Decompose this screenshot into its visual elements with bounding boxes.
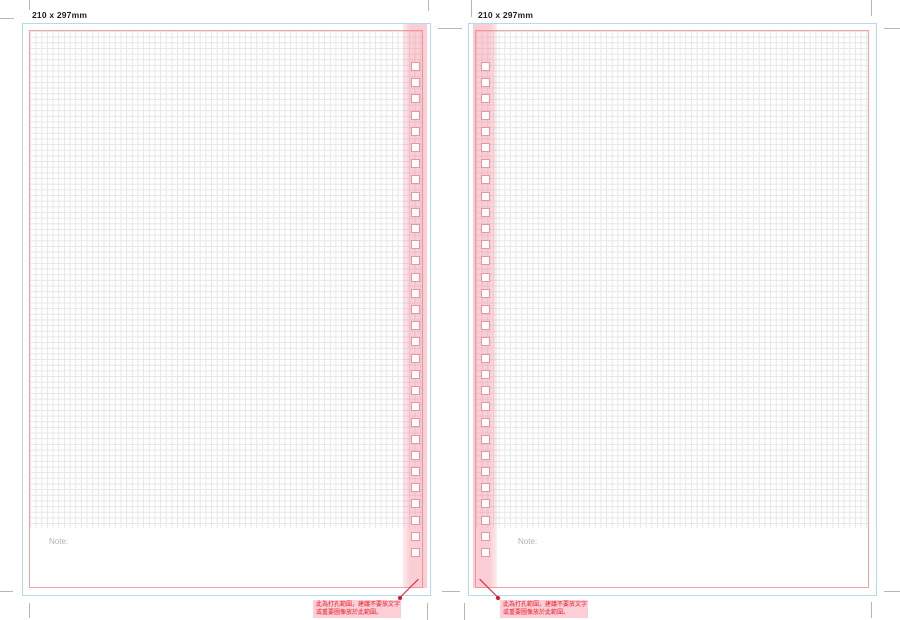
punch-hole <box>480 305 490 314</box>
punch-hole <box>410 159 420 169</box>
punch-hole <box>480 240 490 250</box>
crop-mark <box>884 28 900 29</box>
punch-hole <box>480 434 490 444</box>
punch-hole <box>480 483 490 493</box>
crop-mark <box>884 591 900 592</box>
punch-hole <box>480 175 490 185</box>
callout-text-line1: 此為打孔範圍，建議不要放文字 <box>503 602 588 608</box>
callout-text-line1: 此為打孔範圍，建議不要放文字 <box>316 602 401 608</box>
callout-text-line2: 或重要圖像放於此範圍。 <box>316 609 383 616</box>
page-size-label-right: 210 x 297mm <box>478 10 534 20</box>
crop-mark <box>471 0 472 17</box>
punch-hole <box>410 256 420 266</box>
note-label: Note: <box>518 537 538 546</box>
punch-hole <box>410 337 420 347</box>
punch-hole <box>410 272 420 282</box>
punch-hole <box>410 434 420 444</box>
punch-hole <box>410 110 420 120</box>
punch-hole <box>480 288 490 298</box>
callout-leader-dot <box>496 596 500 600</box>
punch-hole <box>410 386 420 395</box>
punch-area-callout-right: 此為打孔範圍，建議不要放文字 或重要圖像放於此範圍。 <box>500 600 588 618</box>
punch-hole <box>410 369 420 379</box>
punch-hole <box>480 94 490 104</box>
punch-area-callout-left: 此為打孔範圍，建議不要放文字 或重要圖像放於此範圍。 <box>313 600 401 618</box>
note-label: Note: <box>49 537 69 546</box>
punch-hole <box>480 78 490 88</box>
punch-hole <box>410 126 420 136</box>
punch-hole <box>410 321 420 331</box>
punch-hole <box>410 207 420 217</box>
punch-hole <box>480 418 490 428</box>
punch-hole <box>410 240 420 250</box>
punch-hole <box>410 450 420 460</box>
punch-hole <box>480 207 490 217</box>
page-size-label-left: 210 x 297mm <box>32 10 88 20</box>
punch-hole <box>410 305 420 314</box>
crop-mark <box>428 0 429 11</box>
punch-hole <box>410 78 420 88</box>
punch-hole <box>410 531 420 541</box>
grid-area <box>476 31 868 528</box>
note-area: Note: <box>30 528 422 587</box>
punch-hole <box>410 191 420 201</box>
punch-hole-strip <box>473 24 497 588</box>
crop-mark <box>871 0 872 16</box>
punch-hole <box>410 175 420 185</box>
punch-hole <box>480 369 490 379</box>
punch-hole <box>410 353 420 363</box>
punch-hole <box>480 337 490 347</box>
punch-hole <box>410 418 420 428</box>
trim-box: Note: <box>475 30 869 588</box>
page-right: Note: <box>468 23 877 596</box>
punch-hole <box>410 62 420 71</box>
crop-mark <box>442 591 460 592</box>
punch-hole <box>410 224 420 233</box>
note-area: Note: <box>476 528 868 587</box>
punch-hole <box>410 94 420 104</box>
punch-hole <box>480 386 490 395</box>
punch-hole <box>480 126 490 136</box>
punch-hole <box>480 110 490 120</box>
punch-hole <box>480 272 490 282</box>
punch-hole <box>480 450 490 460</box>
crop-mark <box>438 28 462 29</box>
punch-hole <box>480 62 490 71</box>
crop-mark <box>29 603 30 618</box>
punch-hole <box>480 224 490 233</box>
grid-area <box>30 31 422 528</box>
punch-hole <box>480 159 490 169</box>
crop-mark <box>427 603 428 620</box>
punch-hole <box>410 548 420 557</box>
trim-box: Note: <box>29 30 423 588</box>
punch-hole <box>410 143 420 152</box>
punch-hole <box>480 402 490 412</box>
callout-leader-dot <box>398 596 402 600</box>
page-left: Note: <box>22 23 431 596</box>
crop-mark <box>0 591 13 592</box>
punch-hole <box>480 467 490 476</box>
punch-hole <box>480 321 490 331</box>
punch-hole <box>480 548 490 557</box>
punch-hole <box>480 191 490 201</box>
punch-hole <box>410 402 420 412</box>
punch-hole-strip <box>403 24 427 588</box>
punch-hole <box>410 467 420 476</box>
punch-hole <box>480 515 490 525</box>
callout-text-line2: 或重要圖像放於此範圍。 <box>503 609 570 616</box>
crop-mark <box>0 18 14 19</box>
punch-hole <box>410 499 420 509</box>
punch-hole <box>480 256 490 266</box>
crop-mark <box>464 603 465 620</box>
punch-hole <box>480 499 490 509</box>
crop-mark <box>29 0 30 10</box>
punch-hole <box>410 483 420 493</box>
punch-hole <box>480 531 490 541</box>
punch-hole <box>410 288 420 298</box>
crop-mark <box>871 602 872 618</box>
punch-hole <box>410 515 420 525</box>
punch-hole <box>480 353 490 363</box>
punch-hole <box>480 143 490 152</box>
